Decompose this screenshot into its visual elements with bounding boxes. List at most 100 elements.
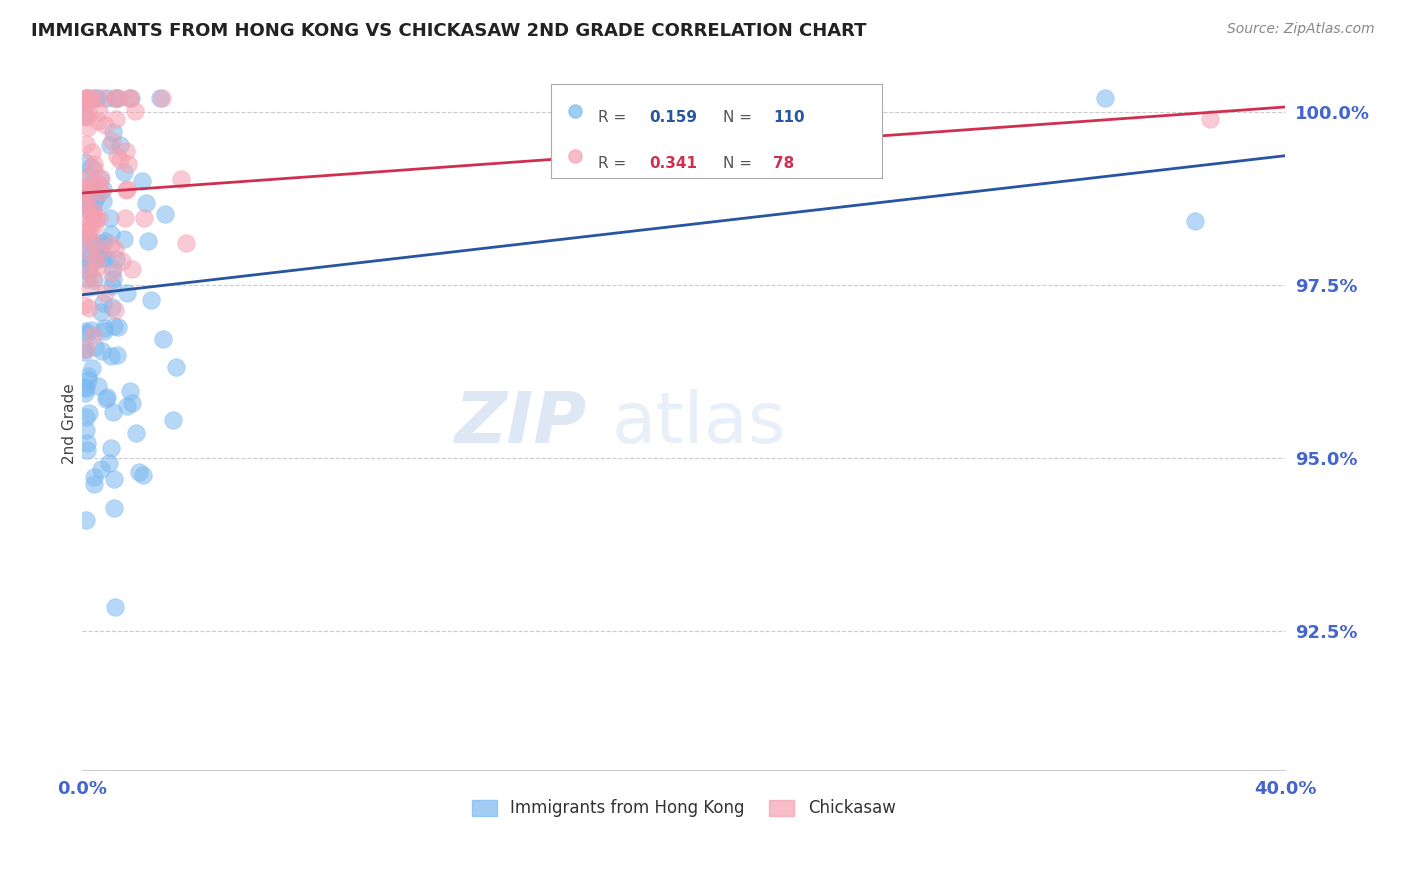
Point [90, 246, 112, 260]
Point [83, 195, 105, 210]
Point [77, 229, 100, 244]
Point [84, 211, 107, 226]
Point [1094, 91, 1116, 105]
Point [105, 91, 128, 105]
Point [73, 189, 96, 203]
Point [149, 91, 172, 105]
Point [93, 119, 115, 133]
Point [125, 426, 148, 441]
Point [76, 326, 98, 340]
Point [75, 91, 97, 105]
Point [94, 251, 117, 265]
Point [86, 260, 108, 274]
Point [86, 188, 108, 202]
Point [162, 412, 184, 426]
Point [86, 91, 108, 105]
Point [84, 253, 107, 268]
Point [132, 468, 155, 483]
Point [1184, 214, 1206, 228]
Point [73, 226, 96, 240]
Point [80, 145, 103, 160]
Point [124, 104, 146, 119]
Point [128, 465, 150, 479]
Point [90, 186, 112, 200]
Point [90, 305, 112, 319]
Point [87, 378, 110, 392]
Point [105, 149, 128, 163]
Point [101, 266, 124, 280]
Point [104, 243, 127, 257]
Point [79, 280, 101, 294]
Point [75, 181, 97, 195]
Point [76, 198, 98, 212]
Point [77, 246, 100, 260]
Point [94, 286, 117, 301]
Point [79, 257, 101, 271]
Point [87, 114, 110, 128]
Point [82, 328, 104, 343]
Point [110, 253, 132, 268]
Point [107, 319, 129, 334]
Point [87, 211, 110, 225]
Point [91, 194, 114, 209]
Point [83, 162, 105, 177]
Point [75, 513, 97, 527]
Point [73, 103, 96, 117]
Point [93, 324, 115, 338]
Point [82, 361, 104, 376]
Point [121, 396, 143, 410]
Point [80, 323, 103, 337]
Point [131, 173, 153, 187]
Point [141, 293, 163, 307]
Point [135, 196, 157, 211]
Point [77, 223, 100, 237]
Y-axis label: 2nd Grade: 2nd Grade [62, 384, 76, 464]
Point [73, 297, 96, 311]
Point [77, 406, 100, 420]
Point [73, 324, 96, 338]
Point [73, 251, 96, 265]
Point [121, 262, 143, 277]
Point [83, 157, 105, 171]
Point [120, 91, 142, 105]
Point [94, 392, 117, 406]
Point [76, 245, 98, 260]
Point [73, 92, 96, 106]
Point [91, 251, 114, 265]
Point [103, 404, 125, 418]
Point [82, 210, 104, 224]
Point [98, 456, 121, 470]
Text: Source: ZipAtlas.com: Source: ZipAtlas.com [1227, 22, 1375, 37]
Point [75, 342, 97, 356]
Point [75, 110, 97, 124]
Point [115, 182, 138, 196]
Point [77, 264, 100, 278]
Point [75, 202, 97, 216]
Text: atlas: atlas [612, 389, 786, 458]
Point [73, 380, 96, 394]
Point [104, 252, 127, 266]
Point [77, 107, 100, 121]
Point [103, 125, 125, 139]
Point [98, 138, 121, 153]
Point [115, 145, 138, 159]
Point [77, 199, 100, 213]
Point [112, 232, 135, 246]
Point [87, 239, 110, 253]
Point [82, 206, 104, 220]
Point [76, 436, 98, 450]
Point [73, 109, 96, 123]
Point [84, 91, 107, 105]
Point [75, 136, 97, 151]
Point [73, 94, 96, 108]
Point [75, 423, 97, 437]
Point [104, 112, 127, 126]
Point [117, 156, 139, 170]
Point [76, 91, 98, 105]
Point [104, 302, 127, 317]
Point [87, 177, 110, 191]
Point [84, 340, 107, 354]
Point [76, 442, 98, 457]
Point [107, 91, 129, 105]
Point [91, 91, 114, 105]
